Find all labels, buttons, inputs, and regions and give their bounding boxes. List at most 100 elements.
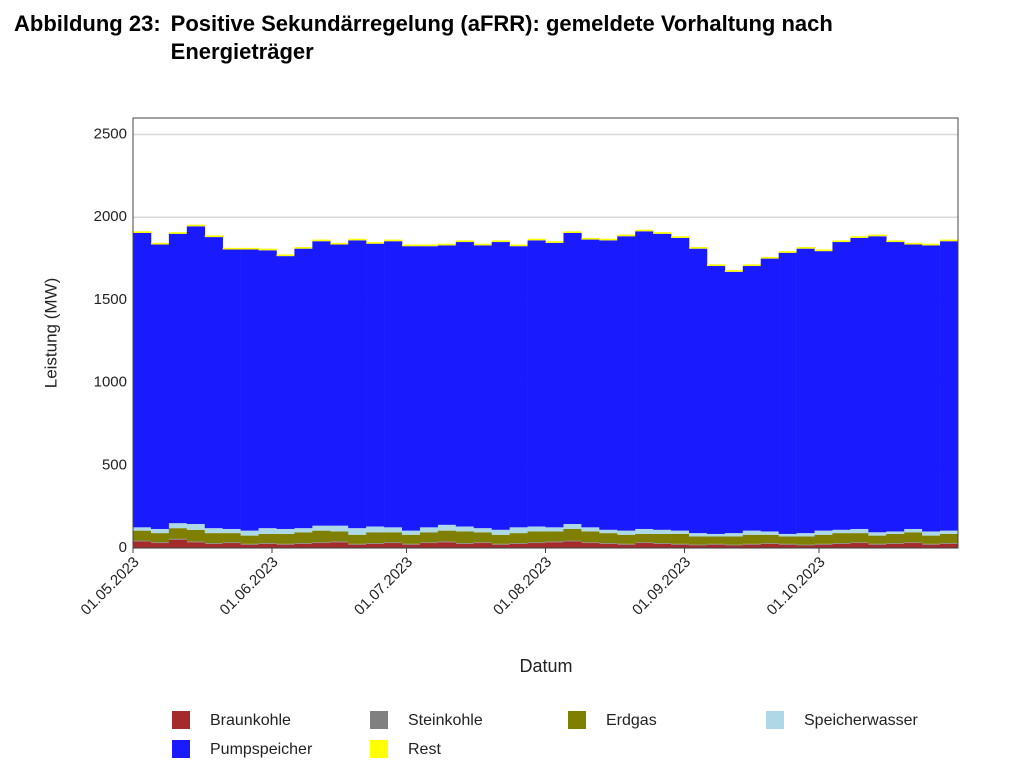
bar-segment [635,542,654,544]
y-tick-label: 2000 [94,208,127,225]
bar-segment [186,524,206,530]
bar-segment [330,242,349,245]
bar-segment [653,232,672,234]
bar-segment [384,532,403,543]
bar-segment [294,528,313,533]
bar-segment [384,542,403,544]
bar-segment [366,543,385,548]
bar-segment [402,534,421,544]
bar-segment [671,237,690,531]
bar-segment [904,528,923,533]
legend-swatch [370,740,388,758]
bar-segment [384,241,403,528]
bar-segment [599,533,618,544]
bar-segment [850,237,869,529]
bar-segment [635,229,654,232]
bar-segment [473,245,492,529]
bar-segment [563,528,582,541]
bar-segment [850,236,869,238]
bar-segment [473,532,492,543]
bar-segment [204,543,223,544]
bar-segment [868,543,887,545]
bar-segment [348,543,367,545]
y-tick-label: 1000 [94,374,127,391]
bar-segment [886,242,905,532]
bar-segment [240,535,259,544]
bar-segment [706,266,726,534]
bar-segment [868,234,887,237]
bar-segment [886,543,905,548]
bar-segment [509,543,528,548]
bar-segment [294,543,313,544]
bar-segment [312,530,331,543]
legend-swatch [172,740,190,758]
bar-segment [473,542,492,544]
bar-segment [419,542,439,544]
bar-segment [922,544,941,548]
bar-segment [868,535,887,544]
bar-segment [688,544,708,546]
bar-segment [904,542,923,544]
bar-segment [222,542,241,544]
bar-segment [904,543,923,548]
bar-segment [258,543,277,548]
bar-segment [437,524,457,531]
bar-segment [150,542,170,544]
bar-segment [635,528,654,534]
bar-segment [563,524,582,529]
bar-segment [724,544,744,546]
bar-segment [527,240,546,527]
bar-segment [850,533,869,543]
bar-segment [545,242,564,528]
bar-segment [617,543,636,545]
bar-segment [814,544,833,548]
bar-segment [204,237,223,529]
bar-segment [186,529,206,542]
bar-segment [724,271,744,534]
bar-segment [509,543,528,544]
bar-segment [437,243,457,246]
bar-segment [455,531,475,544]
bar-segment [940,241,959,531]
bar-segment [276,254,295,257]
bar-segment [294,543,313,548]
bar-segment [366,526,385,533]
bar-segment [563,540,582,542]
bar-segment [760,531,779,535]
bar-segment [527,531,546,543]
bar-segment [940,533,959,544]
bar-segment [563,541,582,548]
bar-segment [240,247,259,250]
legend-swatch [568,711,586,729]
bar-segment [814,251,833,531]
bar-segment [653,543,672,544]
bar-segment [671,544,690,548]
bar-segment [904,242,923,245]
x-tick-label: 01.06.2023 [217,554,282,619]
bar-segment [330,525,349,532]
bar-segment [706,264,726,267]
bar-segment [581,239,600,528]
header: Abbildung 23: Positive Sekundärregelung … [14,10,961,66]
bar-segment [940,543,959,544]
bar-segment [455,543,475,544]
bar-segment [509,246,528,528]
bar-segment [742,266,762,531]
bar-segment [150,543,170,548]
bar-segment [330,541,349,543]
chart-title: Positive Sekundärregelung (aFRR): gemeld… [170,11,833,64]
bar-segment [850,543,869,548]
bar-segment [706,544,726,548]
bar-segment [940,530,959,534]
bar-segment [150,528,170,534]
bar-segment [402,530,421,535]
legend-label: Pumpspeicher [210,741,313,758]
bar-segment [437,530,457,542]
bar-segment [455,242,475,527]
bar-segment [599,543,618,548]
bar-segment [491,242,510,530]
bar-segment [384,543,403,548]
bar-segment [258,248,277,251]
bar-segment [760,534,779,544]
bar-segment [832,543,851,544]
